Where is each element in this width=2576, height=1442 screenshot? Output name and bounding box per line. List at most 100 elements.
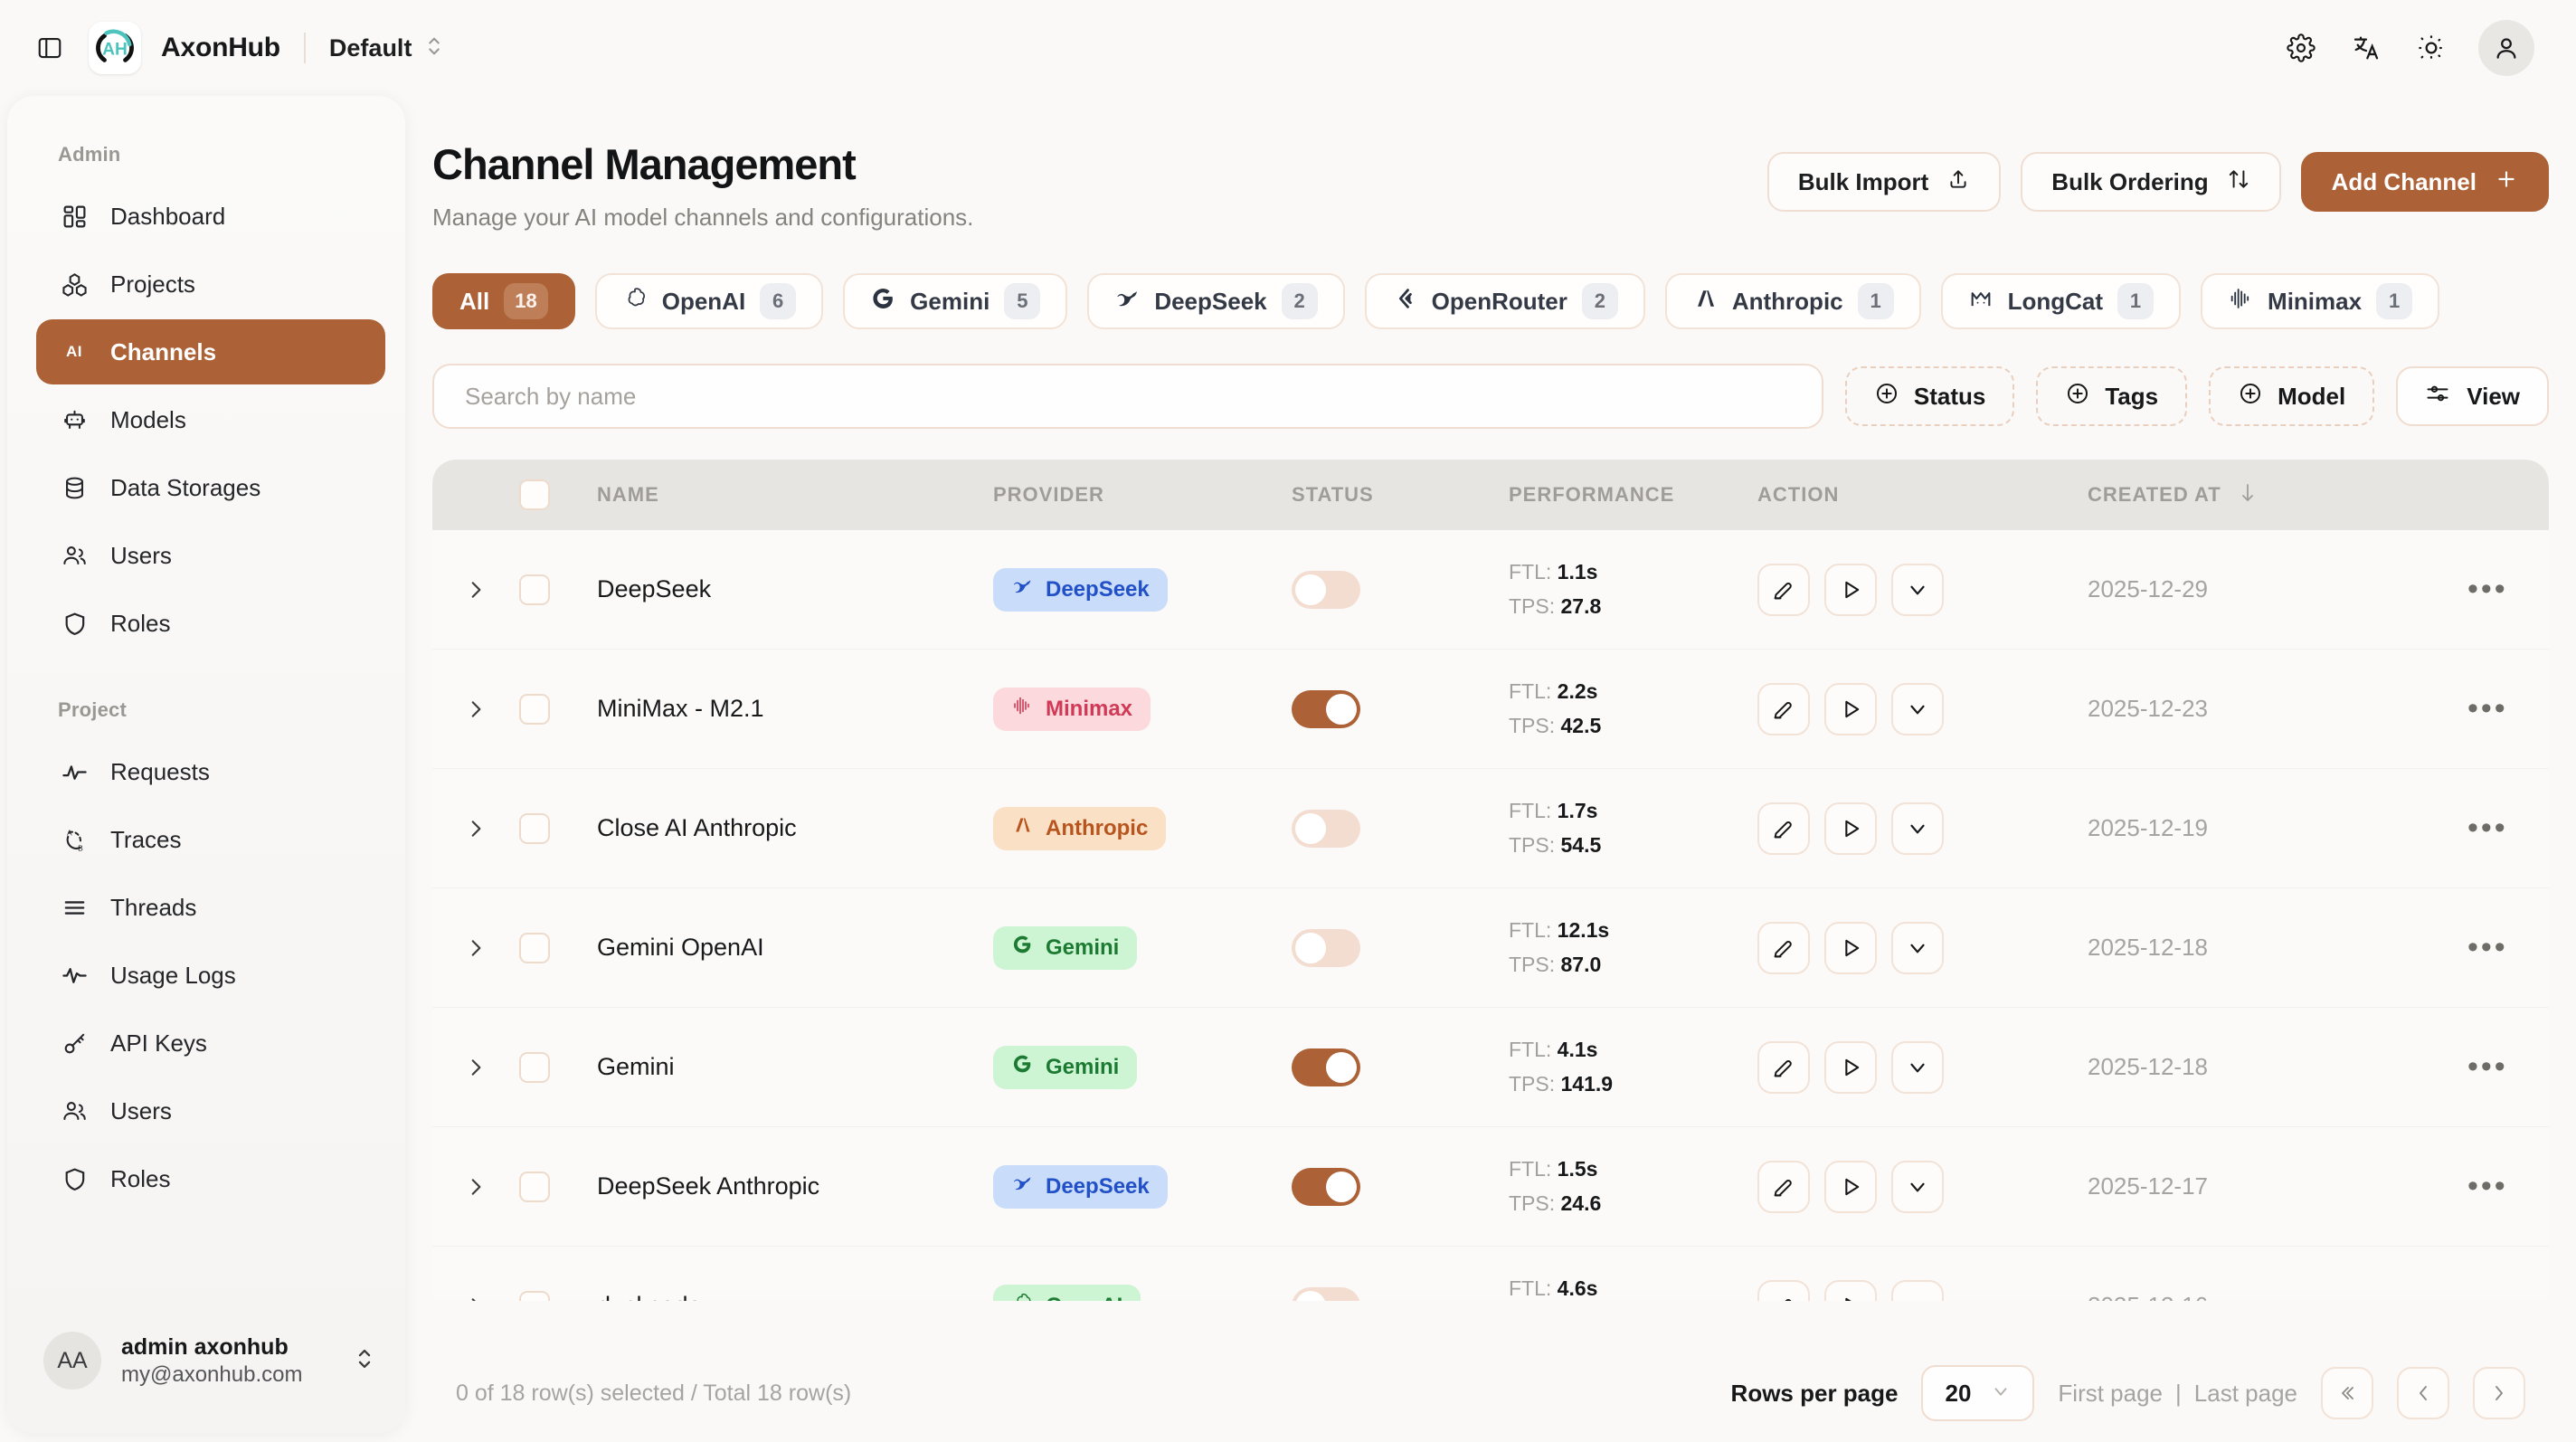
brand[interactable]: AH AxonHub	[89, 22, 280, 74]
row-checkbox[interactable]	[519, 1171, 575, 1202]
row-more-icon[interactable]: •••	[2467, 1290, 2508, 1301]
expand-row-icon[interactable]	[432, 1295, 519, 1301]
row-more-icon[interactable]: •••	[2467, 810, 2508, 845]
play-icon[interactable]	[1824, 563, 1877, 616]
sidebar-item-models[interactable]: Models	[36, 387, 385, 452]
tab-longcat[interactable]: LongCat 1	[1940, 273, 2182, 329]
chevron-down-icon[interactable]	[1891, 802, 1944, 855]
select-all-checkbox[interactable]	[519, 479, 575, 510]
row-more-icon[interactable]: •••	[2467, 1048, 2508, 1084]
edit-icon[interactable]	[1757, 563, 1810, 616]
row-more-icon[interactable]: •••	[2467, 571, 2508, 606]
play-icon[interactable]	[1824, 1040, 1877, 1094]
expand-row-icon[interactable]	[432, 936, 519, 960]
tab-openai[interactable]: OpenAI 6	[594, 273, 824, 329]
expand-row-icon[interactable]	[432, 578, 519, 602]
play-icon[interactable]	[1824, 921, 1877, 974]
filter-model-button[interactable]: Model	[2209, 366, 2375, 426]
tab-openrouter[interactable]: OpenRouter 2	[1364, 273, 1645, 329]
sidebar-item-requests[interactable]: Requests	[36, 739, 385, 804]
sidebar-item-threads[interactable]: Threads	[36, 875, 385, 940]
edit-icon[interactable]	[1757, 1160, 1810, 1213]
chevron-down-icon[interactable]	[1891, 1160, 1944, 1213]
add-channel-button[interactable]: Add Channel	[2300, 152, 2549, 212]
next-page-button[interactable]	[2473, 1367, 2525, 1419]
rows-per-page-select[interactable]: 20	[1921, 1365, 2035, 1421]
play-icon[interactable]	[1824, 802, 1877, 855]
row-checkbox[interactable]	[519, 574, 575, 605]
sidebar-item-traces[interactable]: A B Traces	[36, 807, 385, 872]
workspace-selector[interactable]: Default	[329, 34, 445, 62]
sun-icon[interactable]	[2413, 30, 2449, 66]
row-checkbox[interactable]	[519, 1051, 575, 1083]
chevron-down-icon[interactable]	[1891, 921, 1944, 974]
status-toggle[interactable]	[1292, 1167, 1360, 1206]
sidebar-item-roles-admin[interactable]: Roles	[36, 591, 385, 656]
expand-row-icon[interactable]	[432, 1175, 519, 1199]
chevron-down-icon[interactable]	[1891, 563, 1944, 616]
expand-row-icon[interactable]	[432, 697, 519, 721]
tab-deepseek[interactable]: DeepSeek 2	[1087, 273, 1345, 329]
prev-page-button[interactable]	[2397, 1367, 2449, 1419]
table-row[interactable]: Gemini Gemini FTL: 4.1s TPS: 141.9	[432, 1008, 2549, 1127]
table-row[interactable]: Close AI Anthropic Anthropic FTL: 1.7s T…	[432, 769, 2549, 888]
search-input[interactable]	[465, 382, 1791, 411]
first-page-button[interactable]	[2321, 1367, 2373, 1419]
row-checkbox[interactable]	[519, 812, 575, 844]
translate-icon[interactable]	[2348, 30, 2384, 66]
row-checkbox[interactable]	[519, 932, 575, 963]
view-options-button[interactable]: View	[2396, 366, 2549, 426]
edit-icon[interactable]	[1757, 802, 1810, 855]
last-page-link[interactable]: Last page	[2193, 1379, 2297, 1407]
sidebar-item-dashboard[interactable]: Dashboard	[36, 184, 385, 249]
tab-gemini[interactable]: Gemini 5	[843, 273, 1068, 329]
bulk-ordering-button[interactable]: Bulk Ordering	[2021, 152, 2281, 212]
filter-status-button[interactable]: Status	[1844, 366, 2015, 426]
first-page-link[interactable]: First page	[2058, 1379, 2164, 1407]
filter-tags-button[interactable]: Tags	[2036, 366, 2188, 426]
row-more-icon[interactable]: •••	[2467, 929, 2508, 964]
edit-icon[interactable]	[1757, 1279, 1810, 1301]
row-checkbox[interactable]	[519, 1290, 575, 1301]
chevron-down-icon[interactable]	[1891, 1040, 1944, 1094]
user-icon[interactable]	[2478, 20, 2534, 76]
sidebar-item-users-admin[interactable]: Users	[36, 523, 385, 588]
status-toggle[interactable]	[1292, 1048, 1360, 1086]
play-icon[interactable]	[1824, 1160, 1877, 1213]
edit-icon[interactable]	[1757, 682, 1810, 735]
status-toggle[interactable]	[1292, 1286, 1360, 1301]
play-icon[interactable]	[1824, 1279, 1877, 1301]
table-row[interactable]: DeepSeek Anthropic DeepSeek FTL: 1.5s TP…	[432, 1127, 2549, 1247]
play-icon[interactable]	[1824, 682, 1877, 735]
sidebar-user-card[interactable]: AA admin axonhub my@axonhub.com	[7, 1332, 405, 1390]
status-toggle[interactable]	[1292, 809, 1360, 848]
table-row[interactable]: MiniMax - M2.1 Minimax FTL: 2.	[432, 650, 2549, 769]
gear-icon[interactable]	[2283, 30, 2319, 66]
column-header-created-at[interactable]: CREATED AT	[2088, 483, 2221, 506]
tab-all[interactable]: All 18	[432, 273, 575, 329]
row-more-icon[interactable]: •••	[2467, 690, 2508, 726]
expand-row-icon[interactable]	[432, 1056, 519, 1079]
edit-icon[interactable]	[1757, 1040, 1810, 1094]
sidebar-item-projects[interactable]: Projects	[36, 251, 385, 317]
search-box[interactable]	[432, 364, 1823, 429]
row-checkbox[interactable]	[519, 693, 575, 725]
status-toggle[interactable]	[1292, 570, 1360, 609]
chevron-updown-icon[interactable]	[355, 1346, 374, 1376]
table-row[interactable]: Gemini OpenAI Gemini FTL: 12.1s TPS: 87.…	[432, 888, 2549, 1008]
expand-row-icon[interactable]	[432, 817, 519, 840]
sidebar-item-roles-project[interactable]: Roles	[36, 1146, 385, 1211]
sidebar-item-api-keys[interactable]: API Keys	[36, 1010, 385, 1076]
sidebar-panel-icon[interactable]	[33, 31, 67, 65]
sidebar-item-data-storages[interactable]: Data Storages	[36, 455, 385, 520]
table-row[interactable]: DeepSeek DeepSeek FTL: 1.1s TPS: 27.8	[432, 530, 2549, 650]
chevron-down-icon[interactable]	[1891, 1279, 1944, 1301]
table-row[interactable]: duckcode OpenAI FTL: 4.6s TPS: 16.5	[432, 1247, 2549, 1301]
tab-anthropic[interactable]: Anthropic 1	[1664, 273, 1921, 329]
sidebar-item-channels[interactable]: AI Channels	[36, 319, 385, 384]
chevron-down-icon[interactable]	[1891, 682, 1944, 735]
tab-minimax[interactable]: Minimax 1	[2201, 273, 2440, 329]
status-toggle[interactable]	[1292, 928, 1360, 967]
edit-icon[interactable]	[1757, 921, 1810, 974]
sidebar-item-users-project[interactable]: Users	[36, 1078, 385, 1143]
